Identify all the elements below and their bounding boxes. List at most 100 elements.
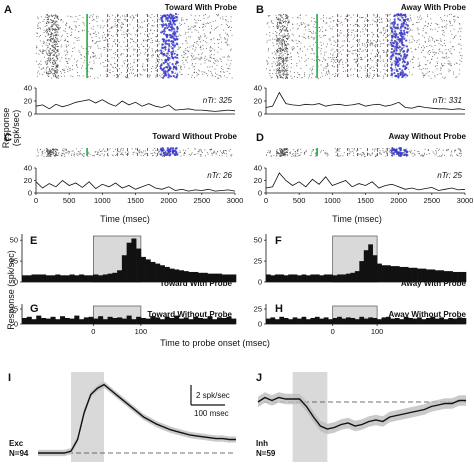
raster-spike	[200, 151, 202, 153]
raster-spike	[359, 44, 360, 46]
raster-spike	[410, 152, 411, 153]
raster-spike	[380, 32, 382, 34]
raster-spike	[286, 29, 288, 31]
bar	[332, 318, 338, 324]
raster-spike	[57, 154, 59, 156]
saccade-mark	[167, 76, 170, 79]
raster-spike	[290, 67, 292, 69]
raster-spike	[53, 15, 55, 17]
raster-spike	[441, 155, 442, 157]
raster-spike	[283, 18, 285, 20]
raster-spike	[338, 148, 340, 150]
raster-spike	[53, 73, 55, 75]
raster-spike	[47, 73, 49, 75]
raster-spike	[168, 41, 170, 43]
raster-spike	[409, 17, 411, 19]
raster-spike	[197, 58, 199, 60]
raster-spike	[55, 62, 57, 64]
raster-spike	[345, 62, 347, 64]
raster-spike	[57, 50, 59, 52]
raster-spike	[88, 76, 90, 78]
raster-spike	[444, 63, 446, 65]
raster-spike	[171, 42, 173, 44]
raster-spike	[53, 49, 55, 51]
saccade-mark	[395, 63, 398, 66]
raster-spike	[99, 37, 101, 39]
bar	[183, 317, 189, 324]
raster-spike	[431, 36, 433, 38]
raster-spike	[287, 33, 289, 35]
raster-spike	[152, 154, 154, 156]
raster-spike	[37, 70, 39, 72]
raster-spike	[460, 151, 462, 152]
raster-spike	[284, 148, 286, 150]
raster-spike	[273, 61, 275, 63]
raster-spike	[229, 30, 231, 31]
raster-spike	[154, 148, 156, 149]
raster-spike	[282, 46, 284, 48]
raster-spike	[116, 27, 118, 28]
raster-spike	[213, 62, 214, 64]
raster-spike	[268, 57, 270, 59]
raster-spike	[45, 67, 47, 69]
saccade-mark	[164, 58, 167, 62]
raster-spike	[195, 63, 197, 65]
raster-spike	[283, 148, 285, 150]
raster-spike	[123, 31, 125, 33]
raster-spike	[337, 155, 339, 157]
saccade-mark	[171, 147, 175, 150]
raster-spike	[321, 26, 323, 28]
saccade-mark	[172, 41, 175, 44]
raster-spike	[152, 155, 153, 157]
raster-spike	[278, 64, 280, 66]
raster-spike	[58, 24, 60, 26]
raster-spike	[205, 47, 207, 49]
raster-spike	[297, 72, 299, 74]
raster-spike	[55, 67, 57, 69]
raster-spike	[203, 18, 205, 19]
raster-spike	[414, 40, 416, 42]
raster-spike	[130, 63, 132, 65]
raster-spike	[52, 20, 54, 22]
raster-spike	[279, 56, 281, 58]
raster-spike	[354, 23, 356, 25]
raster-spike	[125, 18, 127, 20]
raster-spike	[361, 59, 363, 61]
raster-spike	[99, 27, 101, 29]
raster-spike	[283, 57, 285, 59]
raster-spike	[93, 62, 95, 64]
raster-spike	[195, 42, 197, 44]
raster-spike	[277, 63, 279, 65]
raster-spike	[87, 155, 89, 157]
raster-spike	[317, 77, 319, 79]
raster-spike	[151, 68, 153, 69]
raster-spike	[89, 75, 91, 77]
raster-spike	[117, 77, 119, 79]
raster-spike	[229, 49, 231, 51]
raster-spike	[402, 154, 404, 156]
raster-spike	[168, 60, 169, 62]
raster-spike	[47, 71, 49, 73]
raster-spike	[52, 35, 54, 37]
raster-spike	[340, 60, 341, 62]
raster-spike	[174, 72, 176, 74]
raster-spike	[324, 152, 326, 154]
saccade-mark	[160, 18, 163, 22]
bar	[381, 317, 387, 324]
raster-spike	[364, 65, 366, 67]
raster-spike	[52, 152, 54, 154]
raster-spike	[412, 23, 414, 25]
raster-spike	[74, 58, 75, 60]
raster-spike	[437, 52, 439, 54]
raster-spike	[190, 28, 192, 30]
raster-spike	[327, 63, 328, 65]
raster-spike	[114, 23, 116, 25]
raster-spike	[278, 67, 280, 69]
raster-spike	[366, 50, 368, 52]
raster-spike	[56, 66, 58, 68]
raster-spike	[428, 38, 430, 40]
raster-spike	[329, 38, 331, 40]
raster-spike	[432, 151, 434, 153]
raster-spike	[453, 49, 455, 51]
raster-spike	[226, 76, 228, 78]
